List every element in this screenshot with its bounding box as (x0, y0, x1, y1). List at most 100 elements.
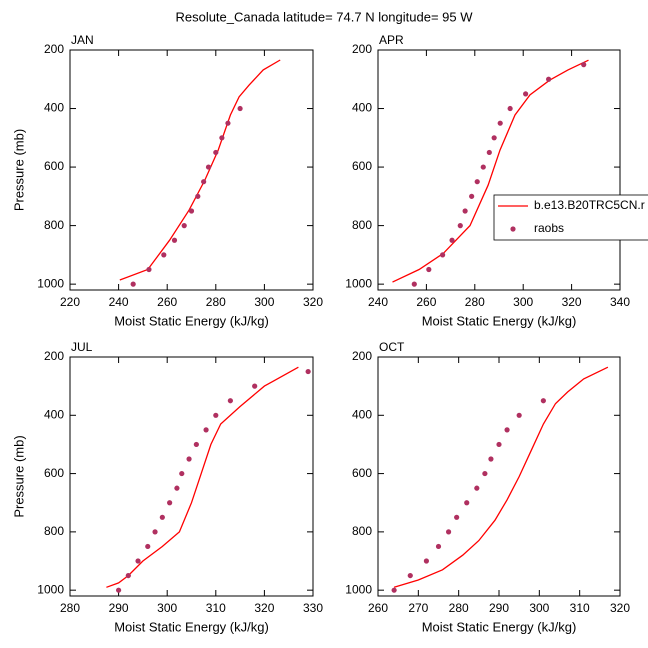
model-line (392, 59, 589, 283)
x-tick-label: 260 (157, 295, 177, 309)
raob-point (213, 412, 219, 418)
plot-frame (377, 356, 621, 597)
x-tick-label: 240 (109, 295, 129, 309)
raob-point (305, 368, 311, 375)
raob-point (435, 543, 442, 550)
raob-point (488, 456, 494, 462)
raob-point (449, 237, 455, 243)
raob-point (497, 120, 503, 126)
raob-point (457, 223, 463, 229)
model-line (119, 59, 281, 281)
raob-point (201, 179, 207, 185)
raob-point (186, 456, 192, 462)
raob-point (516, 412, 522, 418)
plot-frame (377, 49, 621, 291)
raob-point (203, 427, 209, 433)
x-tick-label: 280 (60, 601, 80, 615)
x-tick-label: 340 (610, 295, 630, 309)
y-tick-label: 200 (44, 42, 64, 56)
raob-point (167, 500, 173, 506)
y-tick-label: 1000 (345, 276, 372, 290)
raob-point (445, 529, 452, 535)
raob-point (411, 281, 417, 287)
x-axis-label: Moist Static Energy (kJ/kg) (422, 619, 577, 634)
raob-point (480, 164, 486, 170)
x-tick-label: 270 (408, 601, 428, 615)
model-line (106, 366, 299, 588)
raob-point (171, 237, 178, 243)
raob-point (507, 105, 513, 112)
raob-point (145, 543, 151, 550)
raob-point (540, 398, 546, 404)
raob-point (130, 281, 136, 287)
x-tick-label: 240 (368, 295, 388, 309)
y-tick-label: 1000 (37, 582, 64, 596)
raob-point (491, 135, 497, 141)
x-tick-label: 220 (60, 295, 80, 309)
raob-point (152, 529, 158, 535)
raob-point (454, 514, 460, 520)
panel-title: APR (379, 33, 404, 47)
raob-point (496, 441, 502, 448)
figure-title: Resolute_Canada latitude= 74.7 N longitu… (175, 9, 473, 24)
raob-point (523, 91, 529, 97)
y-tick-label: 200 (352, 349, 372, 363)
raob-point (205, 164, 212, 170)
x-tick-label: 310 (206, 601, 226, 615)
raob-point (181, 223, 187, 229)
x-tick-label: 280 (465, 295, 485, 309)
panel-title: JUL (71, 340, 93, 354)
x-axis-label: Moist Static Energy (kJ/kg) (422, 313, 577, 328)
legend-label: b.e13.B20TRC5CN.r (534, 198, 645, 212)
raob-point (188, 208, 195, 214)
y-tick-label: 800 (352, 218, 372, 232)
x-tick-label: 280 (449, 601, 469, 615)
raob-point (482, 470, 488, 477)
y-tick-label: 600 (44, 159, 64, 173)
raob-point (237, 105, 243, 112)
y-tick-label: 200 (44, 349, 64, 363)
raob-point (179, 470, 185, 477)
plot-frame (69, 49, 314, 291)
y-tick-label: 400 (44, 407, 64, 421)
raob-point (146, 266, 152, 273)
x-tick-label: 290 (109, 601, 129, 615)
raob-point (227, 398, 233, 404)
raob-point (504, 427, 510, 433)
raob-point (213, 149, 219, 156)
x-tick-label: 330 (303, 601, 323, 615)
raob-point (252, 383, 258, 389)
legend-box (493, 194, 648, 241)
raob-point (159, 514, 165, 520)
y-axis-label: Pressure (mb) (11, 435, 26, 517)
raob-point (423, 558, 429, 564)
raob-point (116, 587, 122, 593)
raob-point (391, 587, 397, 593)
x-tick-label: 320 (562, 295, 582, 309)
x-tick-label: 290 (489, 601, 509, 615)
y-axis-label: Pressure (mb) (11, 129, 26, 211)
raob-point (407, 572, 413, 579)
x-axis-label: Moist Static Energy (kJ/kg) (114, 313, 269, 328)
x-tick-label: 280 (206, 295, 226, 309)
x-tick-label: 300 (157, 601, 177, 615)
y-tick-label: 400 (352, 101, 372, 115)
raob-point (546, 76, 552, 82)
x-tick-label: 300 (513, 295, 533, 309)
y-tick-label: 800 (44, 218, 64, 232)
plot-frame (69, 356, 314, 597)
x-tick-label: 320 (254, 601, 274, 615)
x-tick-label: 310 (570, 601, 590, 615)
y-tick-label: 400 (44, 101, 64, 115)
raob-point (462, 208, 468, 214)
raob-point (225, 120, 231, 126)
panel-title: OCT (379, 340, 405, 354)
y-tick-label: 800 (352, 524, 372, 538)
raob-point (219, 135, 225, 141)
raob-point (161, 252, 167, 258)
raob-point (464, 500, 470, 506)
raob-point (469, 193, 475, 199)
y-tick-label: 1000 (37, 276, 64, 290)
